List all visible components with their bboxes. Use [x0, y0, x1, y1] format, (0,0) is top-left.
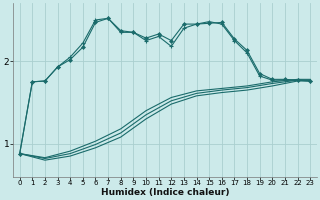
X-axis label: Humidex (Indice chaleur): Humidex (Indice chaleur) [101, 188, 229, 197]
